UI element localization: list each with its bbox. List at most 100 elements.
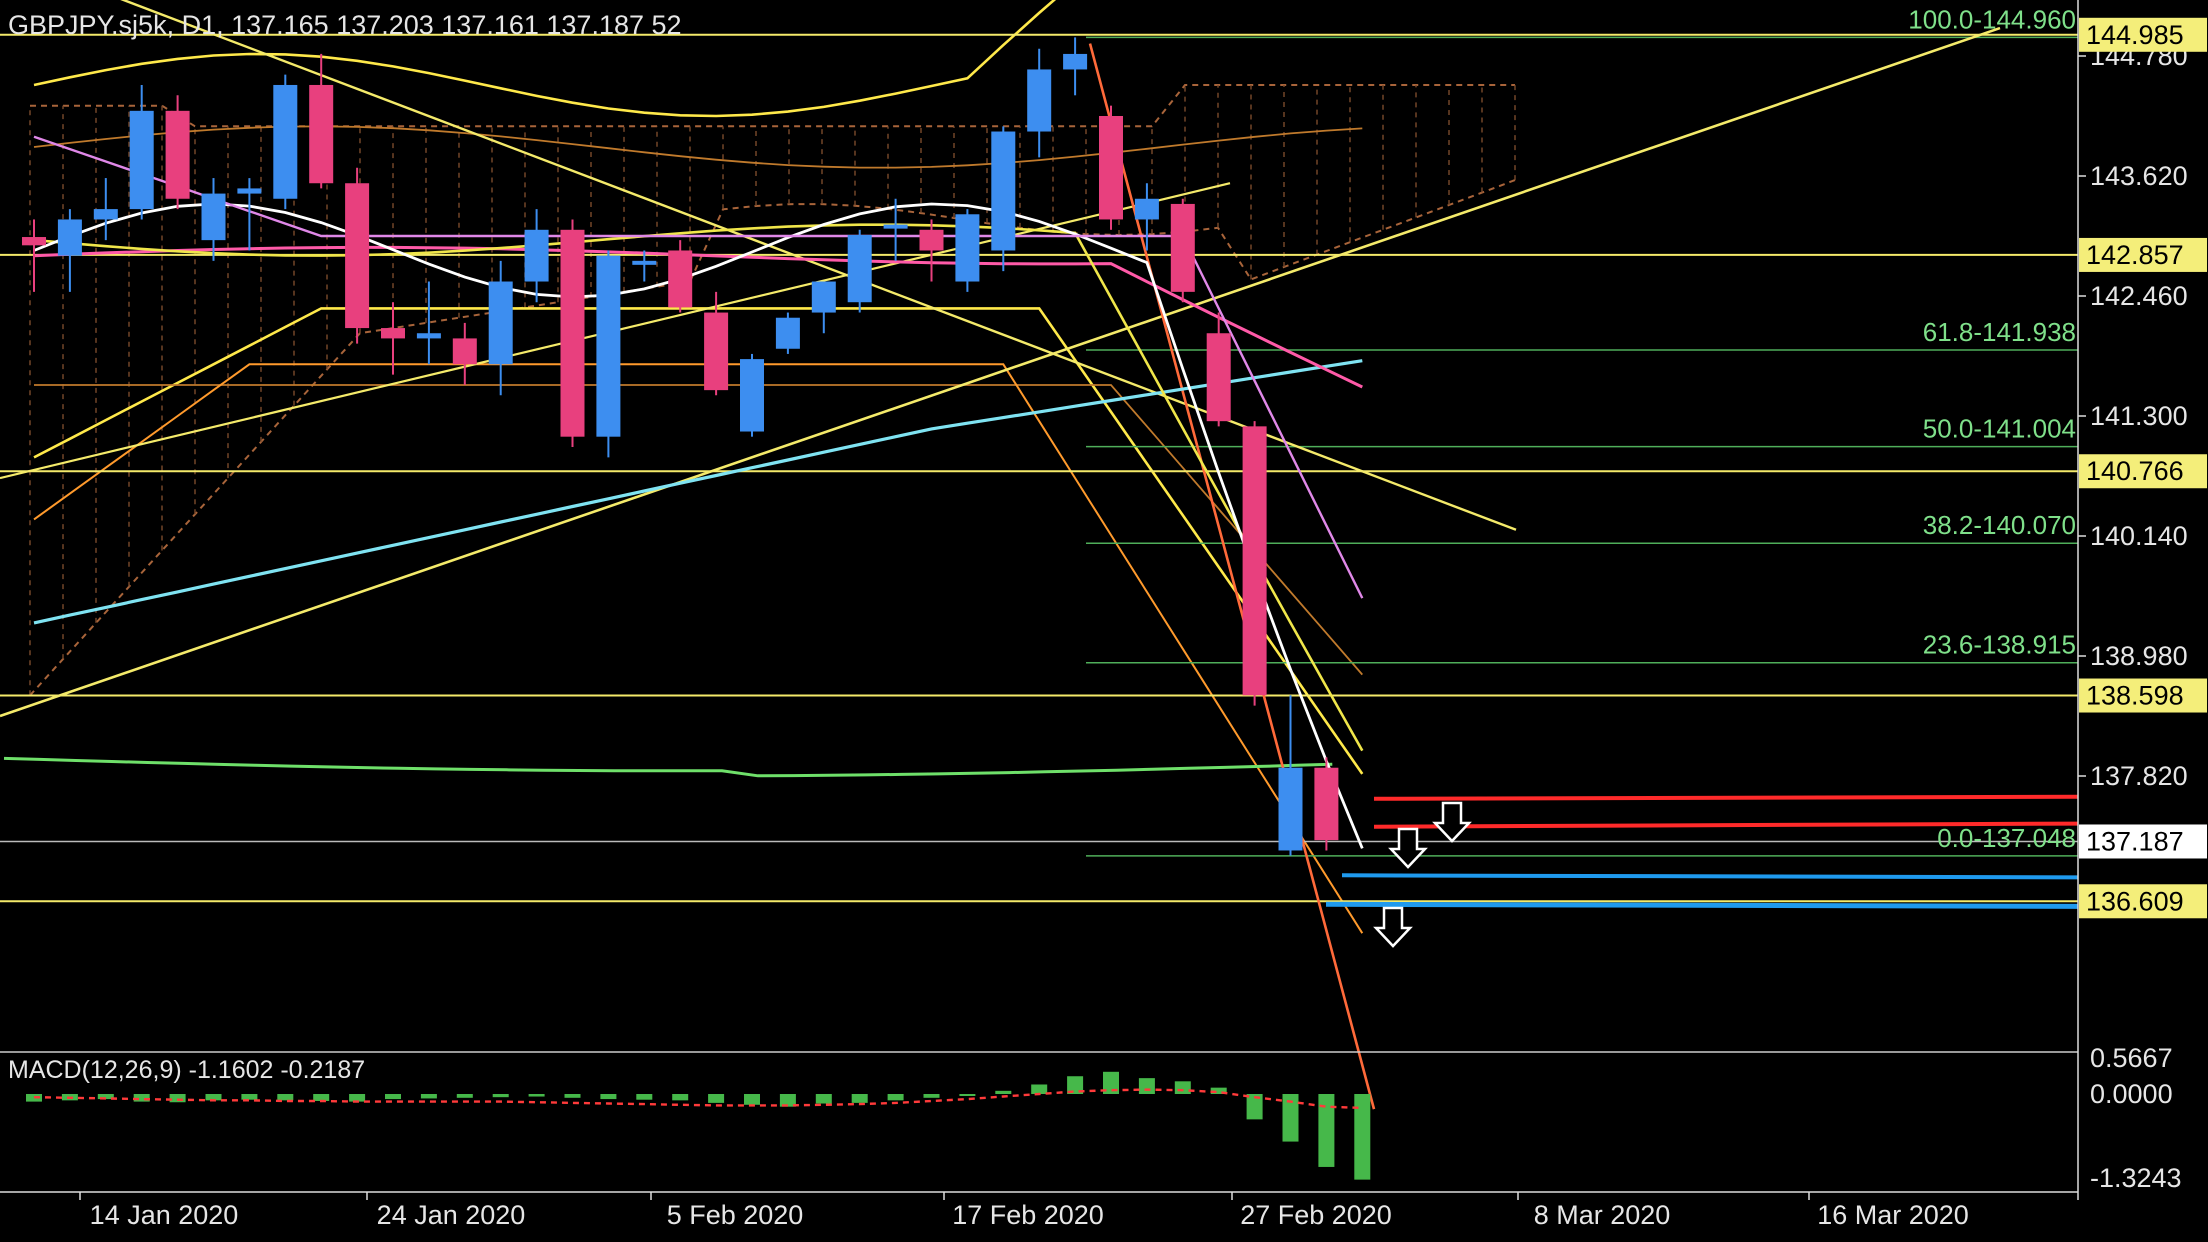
price-tag-3: 138.598 xyxy=(2086,681,2184,711)
support-line-2 xyxy=(1325,901,2079,909)
candle-body-25 xyxy=(919,229,944,251)
ma-white xyxy=(33,202,1364,849)
price-tag-bg-0 xyxy=(2079,17,2207,52)
y-tick-label-2: 142.460 xyxy=(2090,281,2188,311)
support-resistance-lines xyxy=(1325,794,2079,909)
macd-label: MACD(12,26,9) -1.1602 -0.2187 xyxy=(8,1056,366,1084)
trend-down xyxy=(120,0,1517,531)
x-tick-label-5: 8 Mar 2020 xyxy=(1534,1200,1671,1230)
macd-bar-2 xyxy=(97,1094,114,1100)
candle-body-2 xyxy=(93,209,118,220)
macd-signal-line xyxy=(33,1088,1363,1110)
ma-green xyxy=(3,756,1333,778)
macd-bar-35 xyxy=(1282,1094,1299,1142)
candles xyxy=(22,37,1339,856)
macd-bar-8 xyxy=(313,1094,330,1101)
fib-label-2: 50.0-141.004 xyxy=(1923,414,2076,444)
fib-label-4: 23.6-138.915 xyxy=(1923,630,2076,660)
down-arrow-3 xyxy=(1373,906,1413,948)
x-tick-label-4: 27 Feb 2020 xyxy=(1240,1200,1392,1230)
macd-bar-13 xyxy=(492,1094,509,1098)
trend-up-main xyxy=(0,26,2001,718)
candle-body-22 xyxy=(811,281,836,313)
ma-pink xyxy=(33,245,1363,389)
candle-body-14 xyxy=(524,229,549,282)
candle-body-34 xyxy=(1242,426,1267,696)
candle-body-15 xyxy=(560,229,585,437)
band-line-1 xyxy=(33,307,1364,775)
macd-bar-21 xyxy=(779,1094,796,1107)
macd-bar-29 xyxy=(1067,1076,1084,1094)
macd-bar-22 xyxy=(815,1094,832,1104)
candle-body-3 xyxy=(129,110,154,210)
y-tick-label-3: 141.300 xyxy=(2090,401,2188,431)
candle-body-26 xyxy=(955,214,980,282)
macd-bar-9 xyxy=(349,1094,366,1102)
candle-body-31 xyxy=(1134,198,1159,220)
macd-bar-30 xyxy=(1103,1071,1119,1094)
band-line-3 xyxy=(34,384,1363,676)
x-tick-label-3: 17 Feb 2020 xyxy=(952,1200,1104,1230)
macd-bar-33 xyxy=(1210,1087,1227,1094)
candle-body-36 xyxy=(1314,767,1339,841)
x-tick-label-2: 5 Feb 2020 xyxy=(667,1200,804,1230)
candle-body-13 xyxy=(488,281,513,365)
macd-bar-19 xyxy=(708,1094,725,1103)
price-tag-2: 140.766 xyxy=(2086,456,2184,486)
price-tags: 144.985 142.857 140.766 138.598 136.609 137.1… xyxy=(2079,17,2207,919)
macd-bar-37 xyxy=(1354,1094,1371,1180)
macd-bar-18 xyxy=(672,1094,689,1101)
candle-body-35 xyxy=(1278,767,1303,851)
down-arrow-1 xyxy=(1432,801,1472,843)
y-tick-label-4: 140.140 xyxy=(2090,521,2188,551)
candle-body-7 xyxy=(273,84,298,199)
candle-body-16 xyxy=(596,255,621,437)
macd-bar-27 xyxy=(995,1090,1012,1094)
candle-body-29 xyxy=(1063,53,1088,70)
macd-bar-3 xyxy=(133,1094,150,1102)
macd-tick-label-1: 0.0000 xyxy=(2090,1079,2173,1109)
ichimoku-span-b xyxy=(30,84,1515,128)
candle-body-17 xyxy=(632,260,657,265)
candle-body-32 xyxy=(1170,203,1195,292)
macd-bar-4 xyxy=(169,1094,186,1103)
candle-body-30 xyxy=(1099,116,1123,220)
macd-panel xyxy=(0,1051,2078,1180)
price-tag-bg-1 xyxy=(2079,237,2207,272)
arrow-markers xyxy=(1373,801,1472,948)
fib-label-0: 100.0-144.960 xyxy=(1908,4,2076,34)
candle-body-19 xyxy=(704,312,729,391)
macd-bar-12 xyxy=(456,1094,473,1098)
price-tag-4: 136.609 xyxy=(2086,886,2184,916)
resistance-line-2 xyxy=(1373,821,2079,829)
macd-bar-25 xyxy=(923,1094,940,1098)
macd-bar-31 xyxy=(1138,1078,1155,1094)
ma-cyan xyxy=(33,359,1363,625)
candle-body-24 xyxy=(883,224,908,229)
price-tag-0: 144.985 xyxy=(2086,20,2184,50)
moving-averages xyxy=(33,135,1364,849)
candle-body-9 xyxy=(345,183,370,329)
ma-violet xyxy=(33,135,1364,599)
candle-body-11 xyxy=(416,333,441,339)
chart-header: GBPJPY.sj5k, D1, 137.165 137.203 137.161… xyxy=(8,10,682,40)
macd-bar-23 xyxy=(851,1094,868,1103)
y-tick-label-5: 138.980 xyxy=(2090,641,2188,671)
candle-body-10 xyxy=(381,328,405,339)
price-tag-1: 142.857 xyxy=(2086,240,2184,270)
ma-yellow xyxy=(33,223,1364,752)
macd-bar-28 xyxy=(1031,1084,1048,1094)
macd-bar-16 xyxy=(600,1094,617,1100)
candle-body-20 xyxy=(740,359,764,432)
macd-bar-34 xyxy=(1246,1094,1263,1120)
candle-body-18 xyxy=(668,250,693,308)
current-price-tag-bg xyxy=(2079,824,2207,859)
ichimoku-cloud xyxy=(29,84,1516,696)
fibonacci-levels: 100.0-144.960 61.8-141.938 50.0-141.004 38.… xyxy=(3,4,2078,857)
y-tick-label-6: 137.820 xyxy=(2090,761,2188,791)
candle-body-33 xyxy=(1206,333,1231,422)
candle-body-6 xyxy=(237,188,262,194)
x-tick-label-0: 14 Jan 2020 xyxy=(90,1200,239,1230)
